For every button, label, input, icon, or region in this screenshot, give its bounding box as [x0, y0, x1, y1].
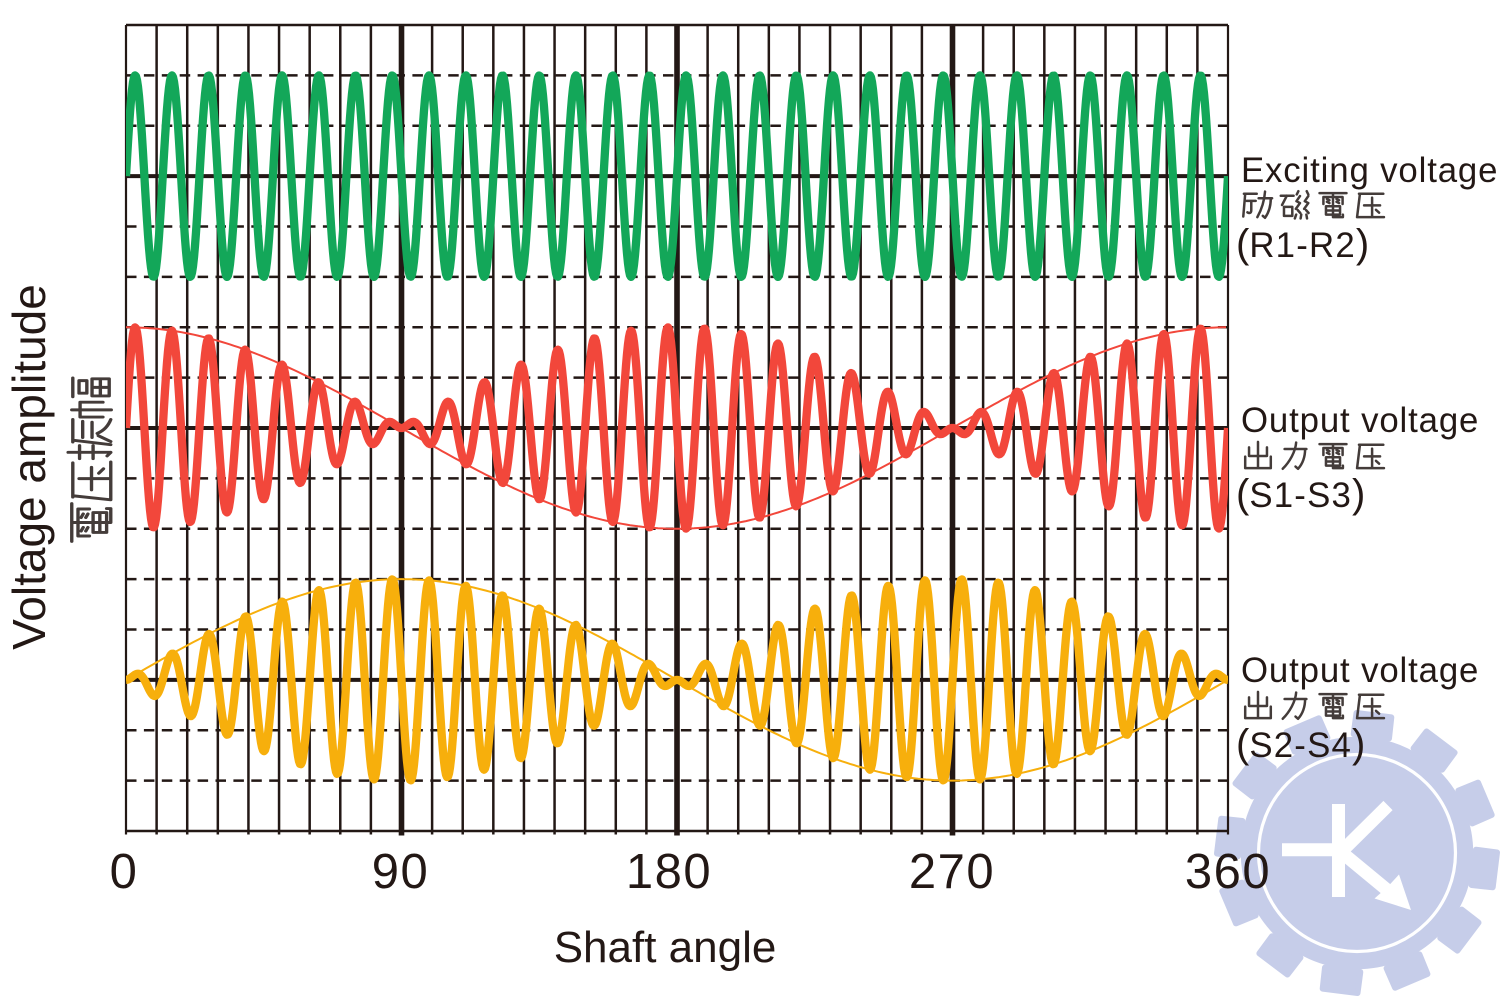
svg-text:(S1-S3): (S1-S3): [1236, 472, 1365, 516]
svg-text:90: 90: [372, 845, 430, 899]
svg-text:Shaft angle: Shaft angle: [554, 923, 777, 972]
svg-text:180: 180: [626, 845, 712, 899]
svg-text:Exciting voltage: Exciting voltage: [1241, 151, 1498, 190]
svg-text:360: 360: [1185, 845, 1271, 899]
svg-text:Output voltage: Output voltage: [1241, 401, 1479, 440]
svg-text:(S2-S4): (S2-S4): [1236, 722, 1365, 766]
svg-text:0: 0: [110, 845, 139, 899]
svg-text:Output voltage: Output voltage: [1241, 651, 1479, 690]
svg-text:(R1-R2): (R1-R2): [1236, 222, 1369, 266]
svg-text:Voltage amplitude: Voltage amplitude: [3, 284, 55, 650]
svg-text:270: 270: [909, 845, 995, 899]
